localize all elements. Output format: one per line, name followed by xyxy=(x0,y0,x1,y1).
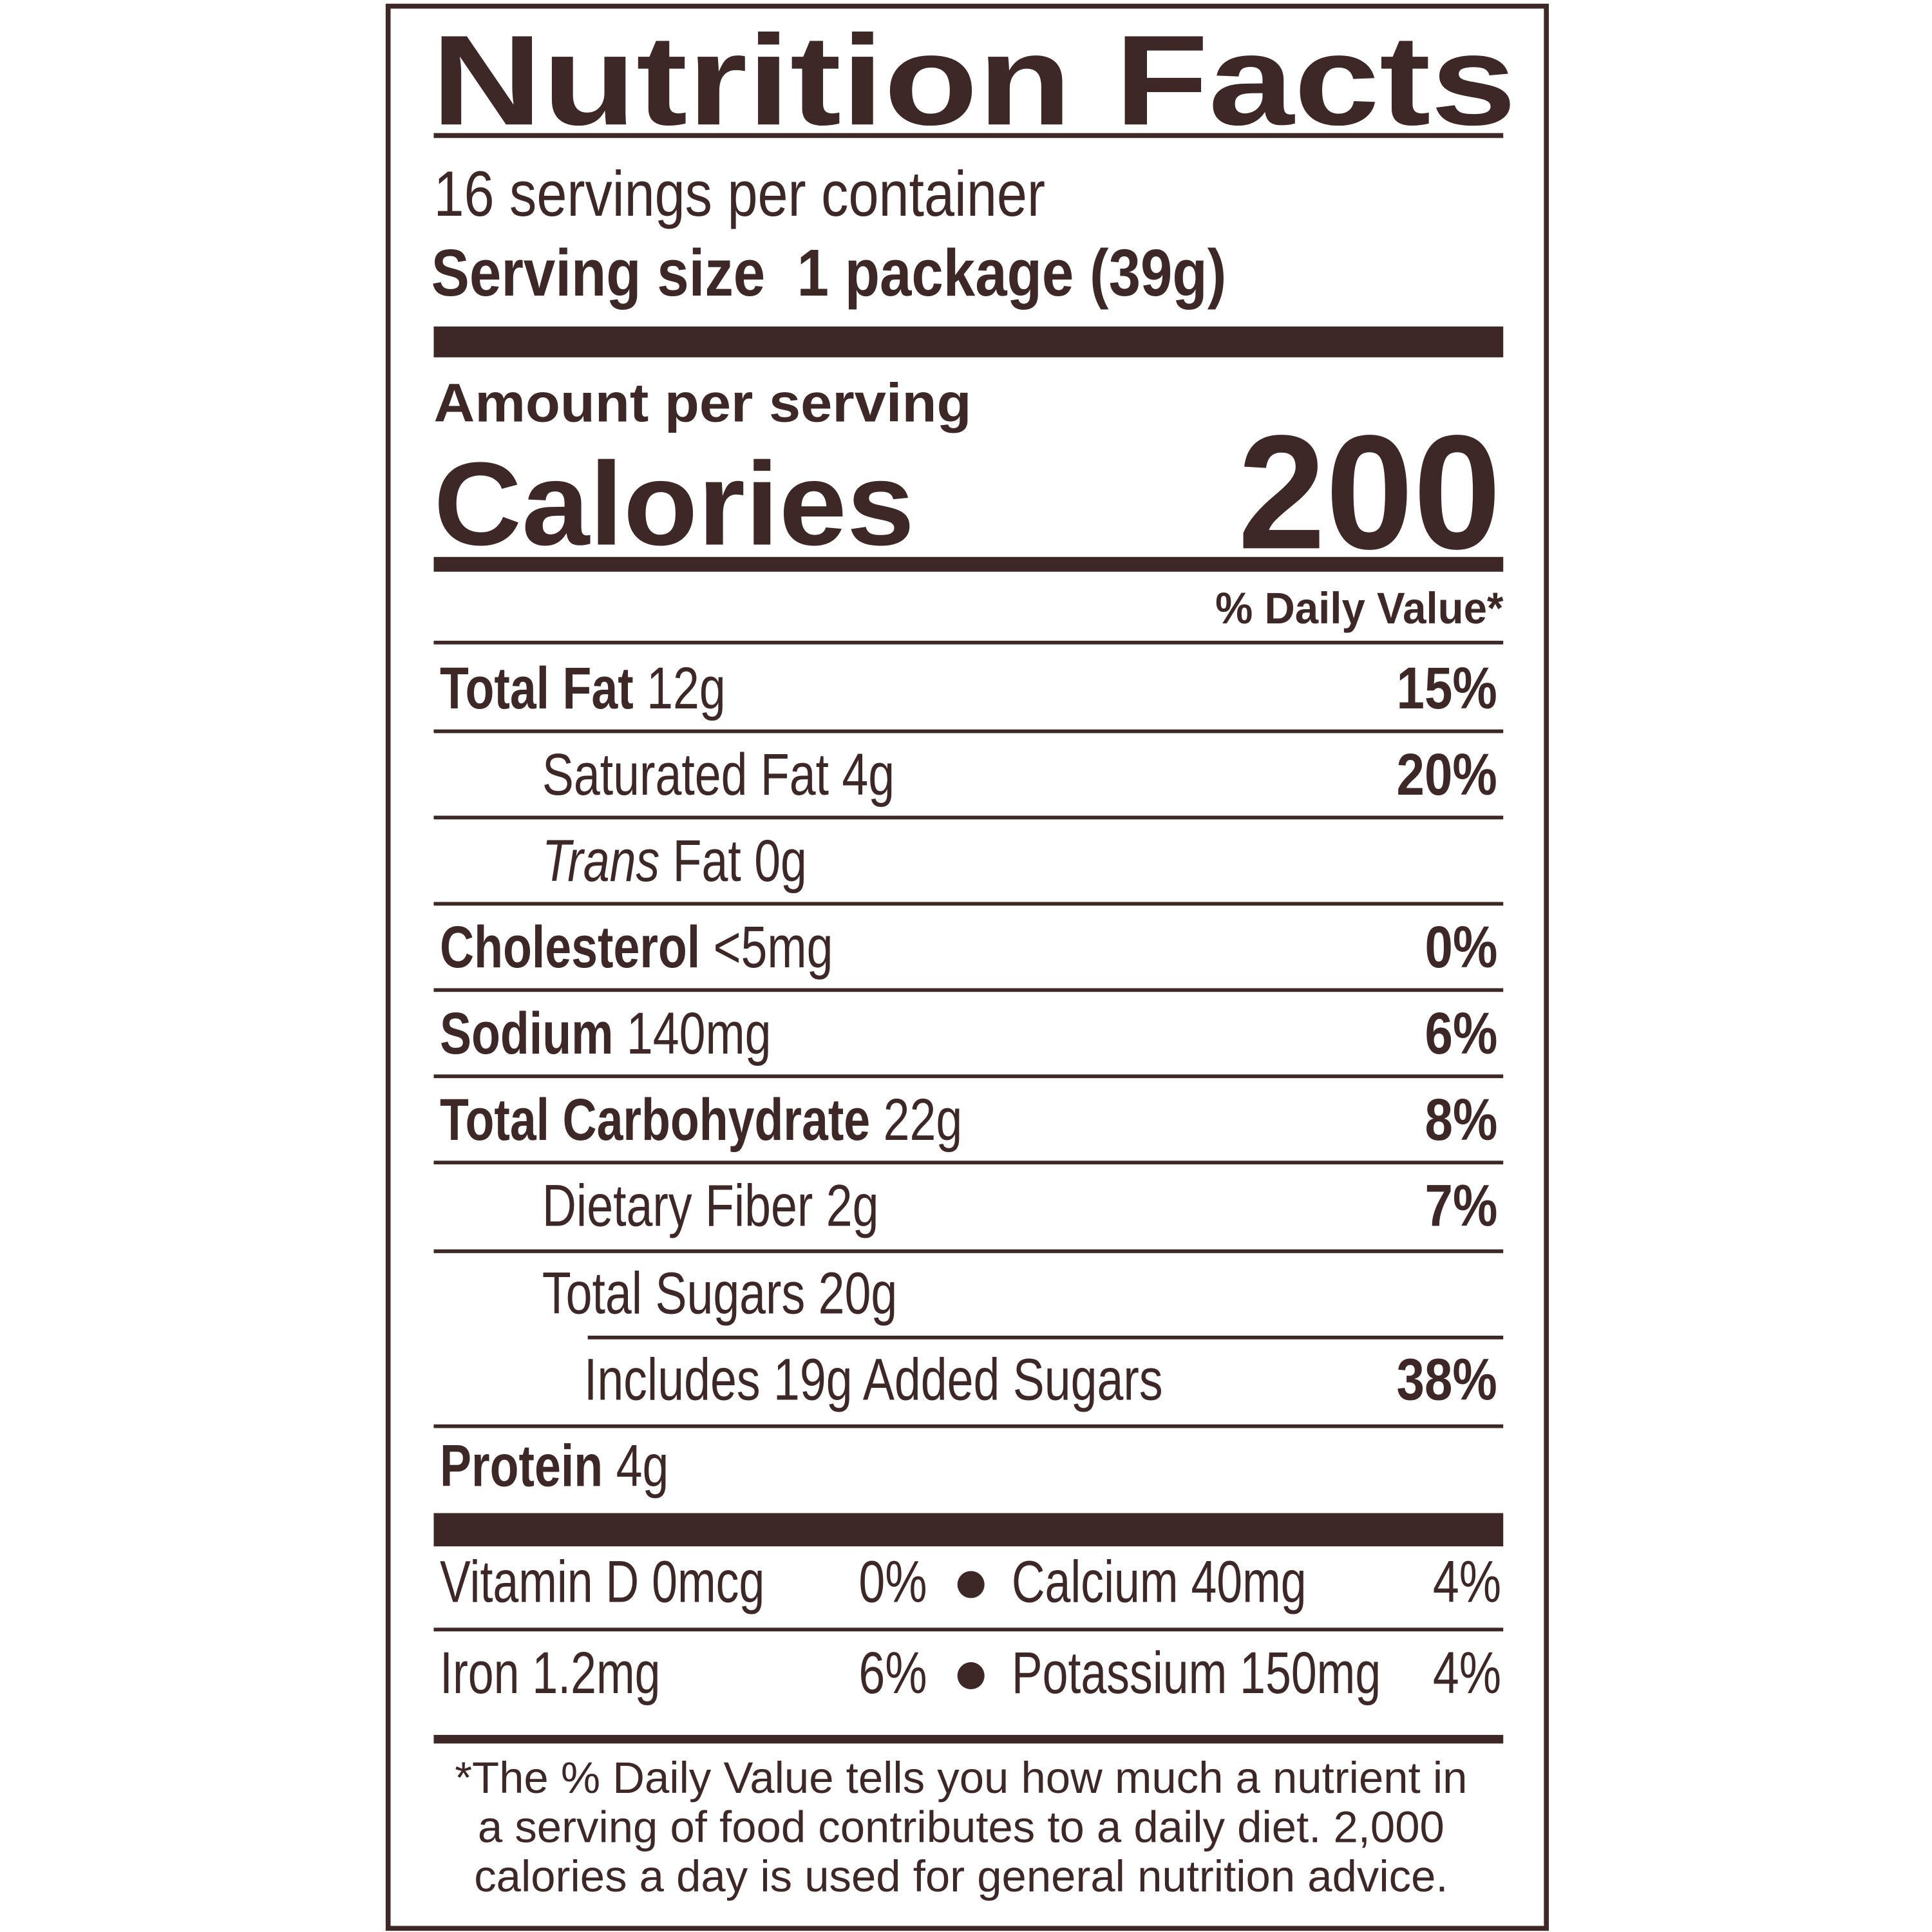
nutrient-amount: 12g xyxy=(647,656,726,723)
potassium-dv: 4% xyxy=(1432,1641,1501,1707)
nutrient-added-sugars: Includes 19g Added Sugars xyxy=(583,1348,1163,1414)
bullet-icon xyxy=(957,1662,985,1690)
calcium: Calcium 40mg xyxy=(1011,1549,1307,1616)
calories-value: 200 xyxy=(1237,401,1501,583)
calcium-dv: 4% xyxy=(1432,1549,1501,1616)
serving-size: Serving size 1 package (39g) xyxy=(431,240,1227,307)
nutrient-label: Total Fat xyxy=(440,656,634,723)
serving-size-value: 1 package (39g) xyxy=(797,236,1227,311)
divider xyxy=(433,133,1504,138)
potassium: Potassium 150mg xyxy=(1011,1641,1381,1707)
nutrient-dv: 20% xyxy=(1396,743,1497,809)
nutrient-dv: 38% xyxy=(1396,1348,1497,1414)
bullet-icon xyxy=(957,1571,985,1598)
daily-value-header: % Daily Value* xyxy=(1215,582,1504,634)
divider xyxy=(433,815,1504,820)
nutrient-amount: 4g xyxy=(616,1434,669,1500)
nutrient-label: Fat 0g xyxy=(659,829,807,895)
divider xyxy=(587,1336,1504,1340)
nutrient-total-fat: Total Fat 12g xyxy=(440,660,726,720)
divider xyxy=(433,902,1504,906)
nutrient-sodium: Sodium 140mg xyxy=(440,1005,771,1065)
amount-per-serving: Amount per serving xyxy=(433,373,972,434)
nutrient-label: Sodium xyxy=(440,1001,614,1067)
nutrient-saturated-fat: Saturated Fat 4g xyxy=(542,743,895,809)
nutrient-dv: 15% xyxy=(1396,656,1497,723)
nutrient-dv: 7% xyxy=(1424,1174,1497,1240)
thick-divider xyxy=(433,1734,1504,1744)
nutrient-dv: 6% xyxy=(1424,1001,1497,1067)
divider xyxy=(433,1160,1504,1165)
nutrient-dietary-fiber: Dietary Fiber 2g xyxy=(542,1174,879,1240)
nutrient-label-italic: Trans xyxy=(542,829,660,895)
divider xyxy=(433,640,1504,645)
nutrient-label: Cholesterol xyxy=(440,915,701,981)
divider xyxy=(433,1249,1504,1253)
servings-per-container: 16 servings per container xyxy=(433,158,1046,231)
thick-divider xyxy=(433,327,1504,357)
nutrient-dv: 8% xyxy=(1424,1088,1497,1153)
footnote-line: calories a day is used for general nutri… xyxy=(474,1850,1448,1902)
label-title: Nutrition Facts xyxy=(431,10,1517,153)
calories-label: Calories xyxy=(433,439,915,571)
divider xyxy=(433,1627,1504,1632)
divider xyxy=(433,729,1504,734)
divider xyxy=(433,1074,1504,1079)
nutrient-amount: 140mg xyxy=(626,1001,772,1067)
nutrient-protein: Protein 4g xyxy=(440,1437,668,1497)
nutrient-amount: 22g xyxy=(883,1088,963,1153)
nutrient-trans-fat: Trans Fat 0g xyxy=(542,832,807,892)
divider xyxy=(433,1424,1504,1428)
nutrient-total-carbohydrate: Total Carbohydrate 22g xyxy=(440,1091,962,1151)
divider xyxy=(433,988,1504,992)
vitamin-d-dv: 0% xyxy=(858,1549,927,1616)
serving-size-label: Serving size xyxy=(431,236,766,311)
label-border xyxy=(385,3,1549,1931)
thick-divider xyxy=(433,556,1504,572)
thick-divider xyxy=(433,1513,1504,1547)
footnote-line: a serving of food contributes to a daily… xyxy=(477,1801,1444,1852)
nutrient-amount: <5mg xyxy=(713,915,833,981)
vitamin-d: Vitamin D 0mcg xyxy=(440,1549,765,1616)
nutrient-dv: 0% xyxy=(1424,915,1497,981)
footnote-line: *The % Daily Value tells you how much a … xyxy=(455,1752,1468,1803)
iron-dv: 6% xyxy=(858,1641,927,1707)
iron: Iron 1.2mg xyxy=(440,1641,661,1707)
nutrient-label: Total Carbohydrate xyxy=(440,1088,871,1153)
nutrient-label: Protein xyxy=(440,1434,603,1500)
nutrient-cholesterol: Cholesterol <5mg xyxy=(440,915,833,981)
nutrient-total-sugars: Total Sugars 20g xyxy=(542,1262,898,1327)
